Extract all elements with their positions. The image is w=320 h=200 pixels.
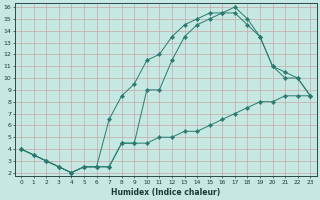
X-axis label: Humidex (Indice chaleur): Humidex (Indice chaleur) [111, 188, 220, 197]
